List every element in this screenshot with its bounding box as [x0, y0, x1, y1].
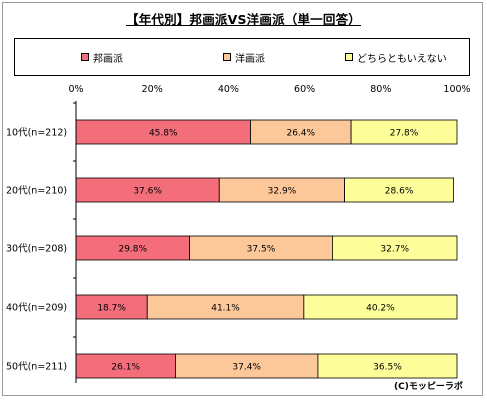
legend-swatch-series-2 — [223, 53, 231, 61]
legend-label-series-1: 邦画派 — [93, 53, 123, 65]
x-tick-label: 100% — [443, 84, 470, 95]
legend-swatch-series-1 — [81, 53, 89, 61]
bar-segment — [75, 353, 176, 379]
chart-title: 【年代別】邦画派VS洋画派（単一回答） — [126, 12, 361, 27]
data-label: 37.5% — [247, 245, 276, 255]
bar-segment — [146, 294, 305, 320]
bar-segment — [75, 294, 148, 320]
legend-label-series-3: どちらともいえない — [357, 53, 447, 65]
data-label: 40.2% — [366, 304, 395, 314]
data-label: 29.8% — [118, 245, 147, 255]
x-tick-label: 80% — [370, 84, 391, 95]
bar-segment — [303, 294, 458, 320]
copyright-credit: (C)モッピーラボ — [394, 382, 463, 392]
legend-item-series-2: 洋画派 — [223, 51, 265, 65]
bar-segment — [218, 177, 346, 203]
data-label: 32.7% — [380, 245, 409, 255]
bar-segment — [332, 235, 458, 261]
data-label: 26.1% — [111, 363, 140, 373]
category-label: 20代(n=210) — [6, 186, 67, 197]
bar-segment — [250, 119, 352, 145]
x-tick-label: 20% — [142, 84, 163, 95]
x-tick-label: 40% — [218, 84, 239, 95]
data-label: 41.1% — [211, 304, 240, 314]
bar-segment — [344, 177, 454, 203]
x-tick-label: 60% — [294, 84, 315, 95]
data-label: 37.4% — [232, 363, 261, 373]
bar-segment — [317, 353, 458, 379]
bar-segment — [75, 235, 190, 261]
data-label: 27.8% — [390, 129, 419, 139]
chart-legend: 邦画派 洋画派 どちらともいえない — [14, 38, 470, 76]
category-label: 40代(n=209) — [6, 303, 67, 314]
category-label: 10代(n=212) — [6, 128, 67, 139]
data-label: 26.4% — [286, 129, 315, 139]
legend-item-series-1: 邦画派 — [81, 51, 123, 65]
category-label: 50代(n=211) — [6, 362, 67, 373]
bar-segment — [350, 119, 458, 145]
legend-item-series-3: どちらともいえない — [345, 51, 447, 65]
data-label: 37.6% — [133, 187, 162, 197]
x-tick-label: 0% — [68, 84, 83, 95]
legend-label-series-2: 洋画派 — [235, 53, 265, 65]
data-label: 45.8% — [149, 129, 178, 139]
bar-segment — [75, 119, 251, 145]
data-label: 18.7% — [97, 304, 126, 314]
data-label: 32.9% — [268, 187, 297, 197]
category-label: 30代(n=208) — [6, 244, 67, 255]
legend-swatch-series-3 — [345, 53, 353, 61]
data-label: 28.6% — [385, 187, 414, 197]
data-label: 36.5% — [373, 363, 402, 373]
bar-segment — [175, 353, 319, 379]
